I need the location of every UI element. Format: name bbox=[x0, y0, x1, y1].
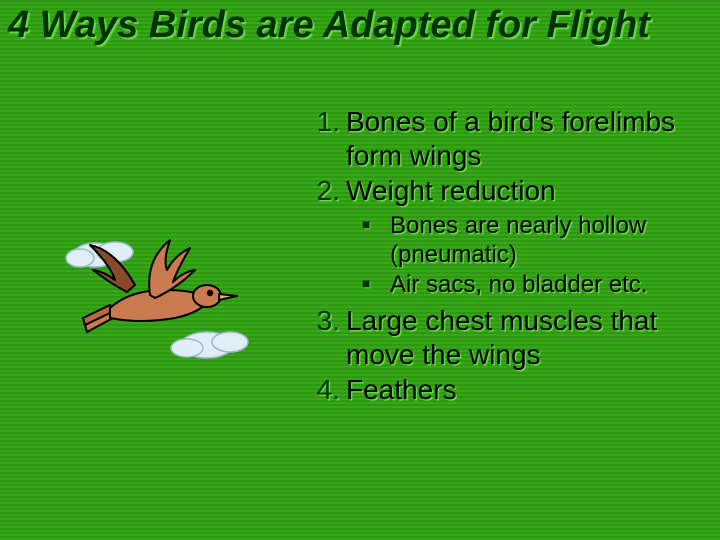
page-title: 4 Ways Birds are Adapted for Flight bbox=[8, 6, 700, 46]
content-list: Bones of a bird's forelimbs form wings W… bbox=[300, 105, 700, 409]
list-item: Large chest muscles that move the wings bbox=[300, 304, 700, 371]
list-item: Bones of a bird's forelimbs form wings bbox=[300, 105, 700, 172]
list-item-text: Weight reduction bbox=[346, 175, 556, 206]
slide: 4 Ways Birds are Adapted for Flight bbox=[0, 0, 720, 540]
numbered-list: Bones of a bird's forelimbs form wings W… bbox=[300, 105, 700, 407]
flying-bird-icon bbox=[55, 230, 255, 370]
sub-list: Bones are nearly hollow (pneumatic) Air … bbox=[356, 212, 700, 300]
sub-list-item-text: Air sacs, no bladder etc. bbox=[390, 271, 647, 298]
sub-list-item: Bones are nearly hollow (pneumatic) bbox=[356, 212, 700, 270]
list-item-text: Bones of a bird's forelimbs form wings bbox=[346, 106, 675, 171]
bird-clipart bbox=[55, 230, 255, 370]
list-item: Feathers bbox=[300, 373, 700, 407]
list-item: Weight reduction Bones are nearly hollow… bbox=[300, 174, 700, 300]
list-item-text: Feathers bbox=[346, 374, 457, 405]
list-item-text: Large chest muscles that move the wings bbox=[346, 305, 657, 370]
sub-list-item: Air sacs, no bladder etc. bbox=[356, 271, 700, 300]
sub-list-item-text: Bones are nearly hollow (pneumatic) bbox=[390, 212, 646, 268]
